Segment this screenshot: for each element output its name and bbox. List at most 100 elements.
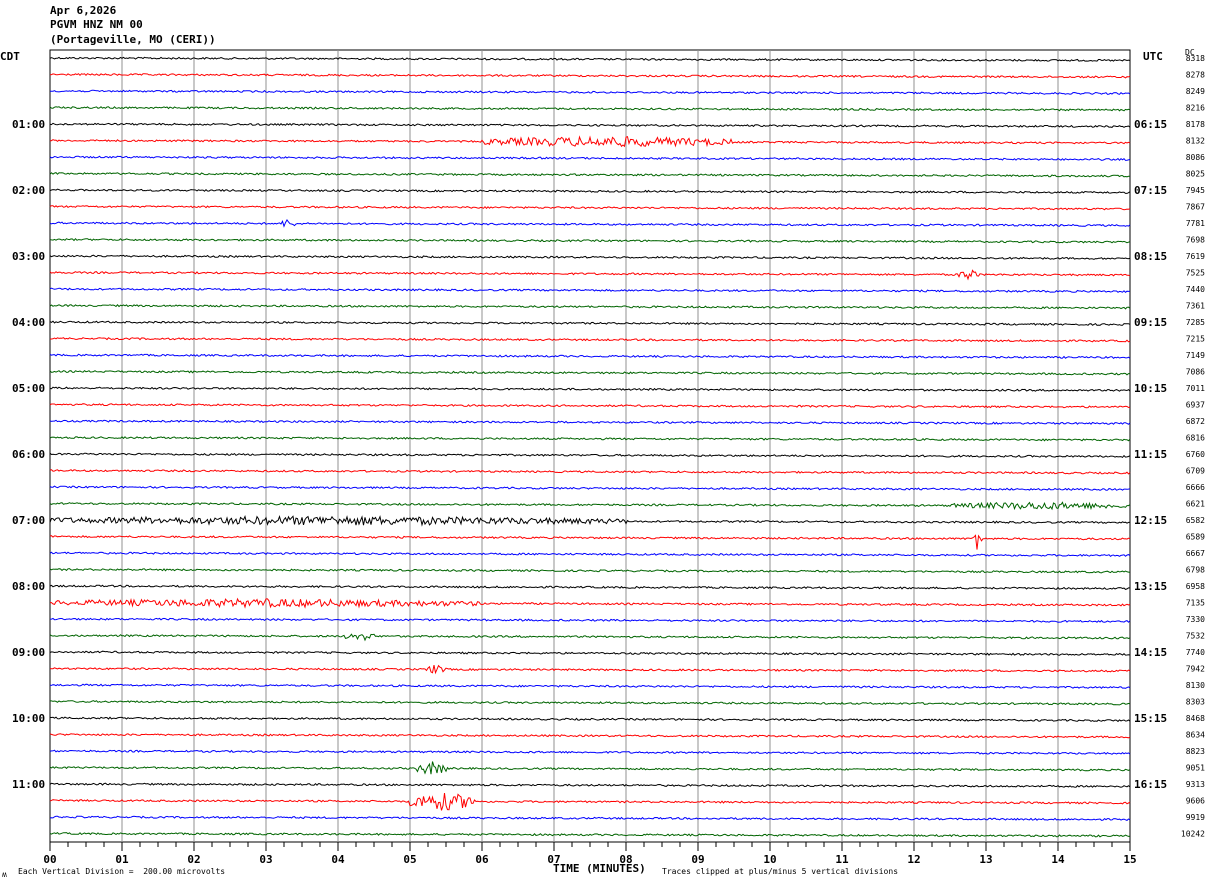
corner-mark: ʍ <box>2 870 7 879</box>
trace-line <box>49 469 1131 475</box>
seismic-traces <box>49 56 1131 838</box>
header-location: (Portageville, MO (CERI)) <box>50 33 216 46</box>
scale-note: Each Vertical Division = 200.00 microvol… <box>18 867 226 876</box>
x-tick-label: 08 <box>619 853 632 866</box>
x-tick-label: 15 <box>1123 853 1136 866</box>
trace-line <box>49 237 1131 244</box>
clip-note: Traces clipped at plus/minus 5 vertical … <box>662 867 899 876</box>
dc-offset-label: 7781 <box>1186 219 1205 228</box>
trace-line <box>50 597 1131 609</box>
left-hour-label: 03:00 <box>12 250 45 263</box>
dc-offset-label: 8823 <box>1186 747 1205 756</box>
dc-offset-label: 7740 <box>1186 648 1205 657</box>
x-tick-label: 09 <box>691 853 704 866</box>
dc-header-label: DC <box>1185 48 1195 57</box>
dc-offset-label: 6816 <box>1186 434 1205 443</box>
header-station: PGVM HNZ NM 00 <box>50 18 143 31</box>
dc-offset-label: 8278 <box>1186 71 1205 80</box>
trace-line <box>49 485 1131 491</box>
right-hour-label: 09:15 <box>1134 316 1167 329</box>
dc-offset-label: 7525 <box>1186 269 1205 278</box>
left-hour-label: 01:00 <box>12 118 45 131</box>
trace-line <box>49 650 1131 656</box>
dc-offset-label: 6589 <box>1186 533 1205 542</box>
dc-offset-label: 6667 <box>1186 549 1205 558</box>
dc-offset-label: 7330 <box>1186 615 1205 624</box>
dc-offset-label: 8130 <box>1186 681 1205 690</box>
dc-offset-label: 7285 <box>1186 318 1205 327</box>
dc-offset-label: 10242 <box>1181 830 1205 839</box>
trace-line <box>49 792 1131 811</box>
x-tick-label: 01 <box>115 853 129 866</box>
trace-line <box>49 501 1131 511</box>
right-hour-label: 10:15 <box>1134 382 1167 395</box>
dc-offset-label: 8634 <box>1186 731 1205 740</box>
dc-offset-label: 7215 <box>1186 335 1205 344</box>
dc-offset-label: 7945 <box>1186 186 1205 195</box>
trace-line <box>49 269 1131 281</box>
dc-offset-label: 6937 <box>1186 401 1205 410</box>
trace-line <box>49 584 1130 590</box>
dc-offset-label: 8025 <box>1186 170 1205 179</box>
dc-offset-label: 7619 <box>1186 252 1205 261</box>
x-tick-label: 14 <box>1051 853 1065 866</box>
dc-offset-label: 6872 <box>1186 417 1205 426</box>
trace-line <box>49 337 1131 343</box>
dc-offset-label: 6666 <box>1186 483 1205 492</box>
header-date: Apr 6,2026 <box>50 4 117 17</box>
trace-line <box>49 749 1131 755</box>
left-hour-label: 05:00 <box>12 382 45 395</box>
left-hour-label: 04:00 <box>12 316 45 329</box>
dc-offset-label: 6582 <box>1186 516 1205 525</box>
trace-line <box>49 534 1131 550</box>
trace-line <box>49 568 1131 574</box>
x-tick-label: 04 <box>331 853 345 866</box>
dc-offset-label: 9606 <box>1186 797 1205 806</box>
left-hour-label: 02:00 <box>12 184 45 197</box>
dc-offset-label: 7149 <box>1186 351 1205 360</box>
dc-offset-label: 6621 <box>1186 500 1205 509</box>
x-tick-label: 05 <box>403 853 416 866</box>
dc-offset-labels: 8318 8278 8249 8216 8178 8132 8086 8025 7945 7867… <box>1181 54 1205 839</box>
left-time-labels: 01:00 02:00 03:00 04:00 05:00 06:00 07:00 08:00… <box>12 118 45 791</box>
trace-line <box>49 353 1131 359</box>
trace-line <box>49 815 1131 821</box>
trace-line <box>49 782 1131 788</box>
right-time-labels: 06:15 07:15 08:15 09:15 10:15 11:15 12:15 13:15… <box>1134 118 1167 791</box>
right-hour-label: 12:15 <box>1134 514 1167 527</box>
trace-line <box>49 155 1131 162</box>
dc-offset-label: 8216 <box>1186 104 1205 113</box>
plot-frame <box>49 49 1131 843</box>
trace-line <box>49 386 1131 392</box>
x-tick-label: 00 <box>43 853 56 866</box>
trace-line <box>49 188 1131 194</box>
trace-line <box>49 122 1131 128</box>
right-hour-label: 16:15 <box>1134 778 1167 791</box>
trace-line <box>49 515 1131 527</box>
left-hour-label: 07:00 <box>12 514 45 527</box>
trace-line <box>49 135 1131 148</box>
trace-line <box>49 403 1131 409</box>
dc-offset-label: 9051 <box>1186 764 1205 773</box>
x-tick-label: 02 <box>187 853 200 866</box>
trace-line <box>49 436 1131 442</box>
dc-offset-label: 8303 <box>1186 698 1205 707</box>
trace-line <box>49 205 1131 211</box>
trace-line <box>49 73 1131 79</box>
trace-line <box>49 287 1131 293</box>
x-tick-label: 06 <box>475 853 489 866</box>
dc-offset-label: 9919 <box>1186 813 1205 822</box>
dc-offset-label: 6798 <box>1186 566 1205 575</box>
x-axis: 00 01 02 03 04 05 06 07 08 09 10 11 12 13 14 15 <box>43 842 1137 866</box>
dc-offset-label: 7942 <box>1186 665 1205 674</box>
x-tick-label: 12 <box>907 853 920 866</box>
x-tick-label: 13 <box>979 853 992 866</box>
x-tick-label: 11 <box>835 853 849 866</box>
left-hour-label: 09:00 <box>12 646 45 659</box>
trace-line <box>49 633 1131 642</box>
right-hour-label: 14:15 <box>1134 646 1167 659</box>
vertical-gridlines <box>121 50 1059 842</box>
trace-line <box>49 370 1130 376</box>
right-hour-label: 08:15 <box>1134 250 1167 263</box>
